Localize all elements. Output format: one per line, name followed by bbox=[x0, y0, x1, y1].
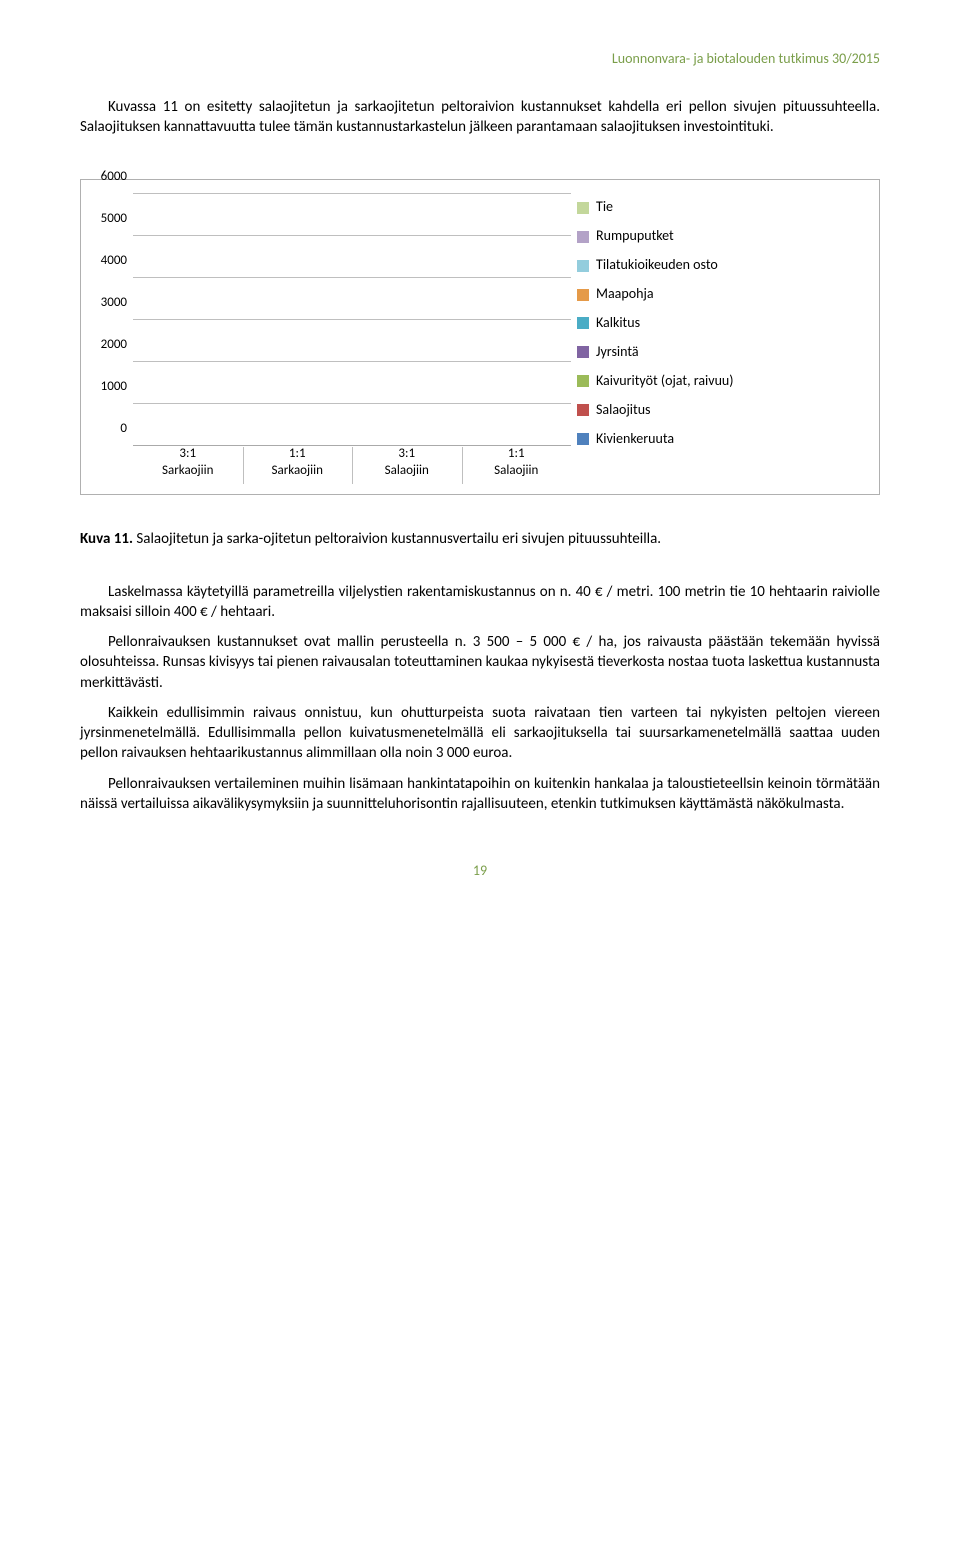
legend-swatch bbox=[577, 317, 589, 329]
legend-item: Tilatukioikeuden osto bbox=[577, 256, 869, 275]
legend-item: Tie bbox=[577, 198, 869, 217]
report-series-header: Luonnonvara- ja biotalouden tutkimus 30/… bbox=[80, 50, 880, 69]
legend-item: Jyrsintä bbox=[577, 343, 869, 362]
legend-swatch bbox=[577, 375, 589, 387]
legend-label: Salaojitus bbox=[596, 401, 651, 420]
legend-item: Kivienkeruuta bbox=[577, 430, 869, 449]
y-tick-label: 1000 bbox=[101, 378, 127, 396]
legend-item: Salaojitus bbox=[577, 401, 869, 420]
legend-swatch bbox=[577, 202, 589, 214]
legend-label: Kalkitus bbox=[596, 314, 640, 333]
body-p2: Pellonraivauksen kustannukset ovat malli… bbox=[80, 632, 880, 693]
x-category-label: 1:1Sarkaojiin bbox=[262, 446, 332, 484]
legend-item: Kalkitus bbox=[577, 314, 869, 333]
legend-item: Kaivurityöt (ojat, raivuu) bbox=[577, 372, 869, 391]
intro-paragraph: Kuvassa 11 on esitetty salaojitetun ja s… bbox=[80, 97, 880, 138]
legend-label: Kaivurityöt (ojat, raivuu) bbox=[596, 372, 734, 391]
body-p1: Laskelmassa käytetyillä parametreilla vi… bbox=[80, 582, 880, 623]
legend-swatch bbox=[577, 433, 589, 445]
legend-item: Maapohja bbox=[577, 285, 869, 304]
x-category-label: 3:1Salaojiin bbox=[372, 446, 442, 484]
y-tick-label: 4000 bbox=[101, 252, 127, 270]
legend-label: Maapohja bbox=[596, 285, 654, 304]
legend-swatch bbox=[577, 260, 589, 272]
chart-legend: Tie Rumpuputket Tilatukioikeuden osto Maapo… bbox=[577, 194, 869, 484]
y-tick-label: 6000 bbox=[101, 168, 127, 186]
y-tick-label: 5000 bbox=[101, 210, 127, 228]
figure-caption: Kuva 11. Salaojitetun ja sarka-ojitetun … bbox=[80, 529, 880, 549]
legend-label: Jyrsintä bbox=[596, 343, 639, 362]
chart-plot-area: 0100020003000400050006000 3:1Sarkaojiin1… bbox=[91, 194, 571, 484]
legend-swatch bbox=[577, 289, 589, 301]
x-category-label: 3:1Sarkaojiin bbox=[153, 446, 223, 484]
caption-text: Salaojitetun ja sarka-ojitetun peltoraiv… bbox=[133, 530, 661, 548]
plot-region bbox=[133, 194, 571, 446]
page-number: 19 bbox=[80, 862, 880, 881]
y-tick-label: 3000 bbox=[101, 294, 127, 312]
legend-label: Rumpuputket bbox=[596, 227, 674, 246]
y-tick-label: 0 bbox=[120, 420, 127, 438]
bars-container bbox=[133, 194, 571, 445]
body-p4: Pellonraivauksen vertaileminen muihin li… bbox=[80, 774, 880, 815]
legend-label: Kivienkeruuta bbox=[596, 430, 674, 449]
legend-swatch bbox=[577, 231, 589, 243]
caption-label: Kuva 11. bbox=[80, 530, 133, 548]
y-axis: 0100020003000400050006000 bbox=[91, 194, 133, 446]
legend-swatch bbox=[577, 404, 589, 416]
legend-label: Tilatukioikeuden osto bbox=[596, 256, 718, 275]
cost-comparison-chart: 0100020003000400050006000 3:1Sarkaojiin1… bbox=[80, 179, 880, 495]
legend-label: Tie bbox=[596, 198, 613, 217]
body-p3: Kaikkein edullisimmin raivaus onnistuu, … bbox=[80, 703, 880, 764]
y-tick-label: 2000 bbox=[101, 336, 127, 354]
x-axis-labels: 3:1Sarkaojiin 1:1Sarkaojiin 3:1Salaojiin 1:… bbox=[133, 446, 571, 484]
legend-item: Rumpuputket bbox=[577, 227, 869, 246]
x-category-label: 1:1Salaojiin bbox=[481, 446, 551, 484]
legend-swatch bbox=[577, 346, 589, 358]
